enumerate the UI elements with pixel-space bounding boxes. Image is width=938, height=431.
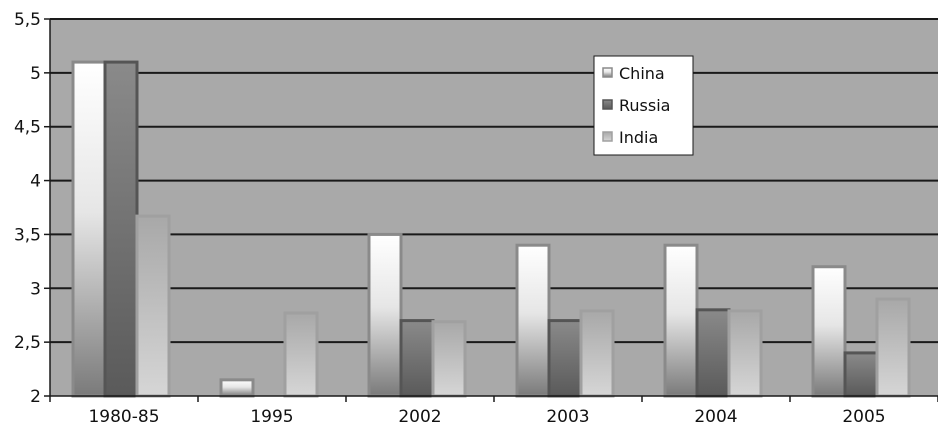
y-tick-label: 4,5 [14, 118, 41, 138]
bar-china-1995 [219, 378, 255, 398]
x-tick-label: 2005 [842, 407, 885, 427]
x-tick-label: 2002 [398, 407, 441, 427]
bar-india-2005 [875, 297, 911, 398]
axes: 2 2,5 3 3,5 4 4,5 5 5,5 1980-85 1995 2002 2003 2004 2… [14, 10, 938, 427]
bar-russia-2003 [547, 319, 583, 398]
legend-label-china: China [619, 64, 665, 83]
legend-label-russia: Russia [619, 96, 670, 115]
bar-china-2005 [811, 265, 847, 398]
bar-china-2003 [515, 243, 551, 398]
gridlines [50, 18, 938, 344]
x-tick-label: 2004 [694, 407, 737, 427]
bar-china-1980-85 [71, 60, 107, 398]
bar-india-1995 [283, 311, 319, 398]
bar-india-2004 [727, 309, 763, 398]
bar-india-1980-85 [135, 214, 171, 398]
x-tick-label: 1995 [250, 407, 293, 427]
plot-area [50, 19, 938, 396]
y-tick-label: 3,5 [14, 225, 41, 245]
legend-swatch-india [602, 131, 613, 142]
y-tick-label: 2 [30, 387, 41, 407]
bar-india-2003 [579, 309, 615, 398]
legend-swatch-russia [602, 99, 613, 110]
y-tick-label: 5 [30, 64, 41, 84]
legend: China Russia India [593, 55, 694, 156]
y-tick-label: 2,5 [14, 333, 41, 353]
bar-china-2002 [367, 232, 403, 398]
x-tick-label: 1980-85 [88, 407, 159, 427]
bar-china-2004 [663, 243, 699, 398]
y-tick-label: 5,5 [14, 10, 41, 30]
legend-swatch-china [602, 67, 613, 78]
x-tick-label: 2003 [546, 407, 589, 427]
bar-russia-1980-85 [103, 60, 139, 398]
legend-label-india: India [619, 128, 658, 147]
bar-russia-2002 [399, 319, 435, 398]
bar-russia-2005 [843, 351, 879, 398]
y-tick-label: 3 [30, 279, 41, 299]
y-tick-label: 4 [30, 172, 41, 192]
bar-russia-2004 [695, 308, 731, 398]
bar-india-2002 [431, 320, 467, 398]
